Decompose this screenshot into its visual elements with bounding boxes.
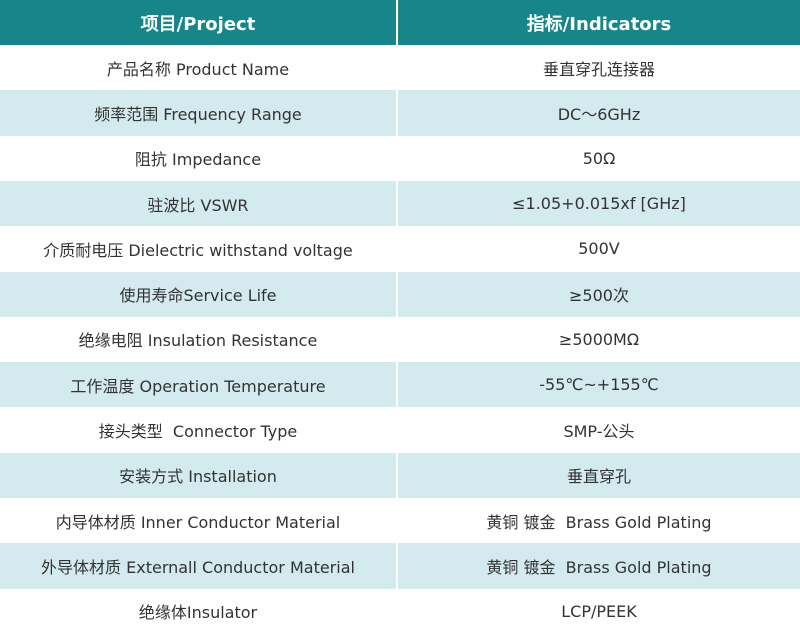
item-cell: 绝缘电阻 Insulation Resistance	[78, 331, 318, 351]
item-cell: 外导体材质 Externall Conductor Material	[0, 543, 396, 589]
indicator-cell: ≤1.05+0.015xf [GHz]	[396, 180, 800, 227]
header-cell: 项目/Project	[0, 0, 396, 45]
indicator-cell: DC～6GHz	[396, 90, 800, 136]
indicator-cell: SMP-公头	[396, 407, 800, 453]
item-cell: 介质耐电压 Dielectric withstand voltage	[43, 240, 353, 260]
indicator-cell: 黄铜 镀金 Brass Gold Plating	[396, 543, 800, 589]
indicator-cell: ≥500次	[396, 271, 800, 317]
header-cell: 指标/Indicators	[396, 0, 800, 45]
indicator-cell: 黄铜 镀金 Brass Gold Plating	[396, 498, 800, 544]
item-cell: 接头类型 Connector Type	[98, 422, 298, 442]
item-cell: 工作温度 Operation Temperature	[0, 362, 396, 408]
item-cell: 安装方式 Installation	[0, 452, 396, 499]
item-cell: 使用寿命Service Life	[0, 271, 396, 317]
item-cell: 绝缘体Insulator	[138, 603, 258, 623]
item-cell: 频率范围 Frequency Range	[0, 90, 396, 136]
item-cell: 产品名称 Product Name	[106, 59, 290, 79]
indicator-cell: 垂直穿孔	[396, 452, 800, 499]
indicator-cell: -55℃~+155℃	[396, 362, 800, 408]
indicator-cell: LCP/PEEK	[396, 588, 800, 634]
item-cell: 驻波比 VSWR	[0, 180, 396, 227]
indicator-cell: 垂直穿孔连接器	[396, 45, 800, 91]
item-cell: 阻抗 Impedance	[134, 150, 262, 170]
indicator-cell: 50Ω	[396, 135, 800, 181]
item-cell: 内导体材质 Inner Conductor Material	[55, 512, 341, 532]
indicator-cell: ≥5000MΩ	[396, 316, 800, 363]
indicator-cell: 500V	[396, 226, 800, 272]
